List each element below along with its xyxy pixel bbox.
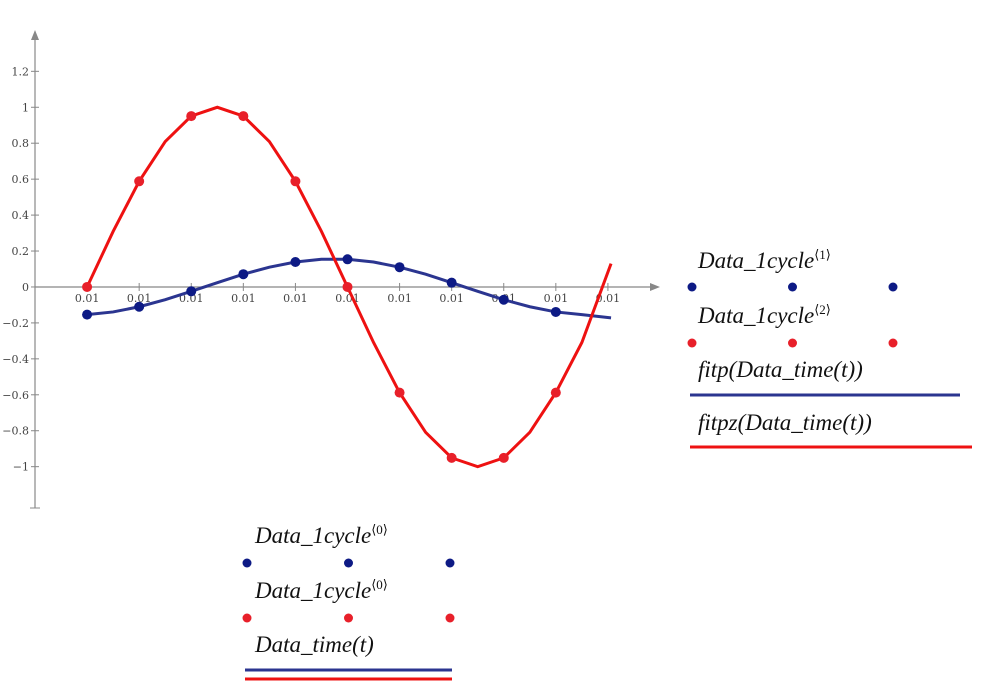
data-point <box>82 309 93 320</box>
data-point <box>238 269 249 280</box>
legend-marker <box>344 613 353 623</box>
data-point <box>186 286 197 297</box>
x-tick-label: 0.01 <box>283 292 308 305</box>
data-point <box>82 281 93 292</box>
y-tick-label: −0.4 <box>2 353 29 366</box>
data-point <box>186 111 197 122</box>
legend-marker <box>445 558 455 568</box>
x-legend-label: Data_time(t) <box>254 632 374 657</box>
x-tick-label: 0.01 <box>387 292 412 305</box>
x-legend-label-index: ⟨0⟩ <box>371 522 388 537</box>
data-point <box>394 262 405 273</box>
legend-marker <box>445 613 455 623</box>
legend-label-text: fitpz(Data_time(t)) <box>698 410 872 435</box>
legend-label-index: ⟨2⟩ <box>814 302 831 317</box>
x-tick-label: 0.01 <box>439 292 464 305</box>
legend-marker <box>687 338 697 348</box>
legend-label: Data_1cycle⟨2⟩ <box>697 302 831 328</box>
legend-label-text: Data_1cycle <box>697 248 814 273</box>
data-point <box>446 277 457 288</box>
legend-marker <box>788 282 797 292</box>
x-legend-label-text: Data_1cycle <box>254 523 371 548</box>
data-point <box>394 387 405 398</box>
data-point <box>550 306 561 317</box>
data-point <box>134 301 145 312</box>
y-tick-label: 0.2 <box>12 245 30 258</box>
legend-label: fitp(Data_time(t)) <box>698 357 863 382</box>
data-point <box>498 294 509 305</box>
x-legend-label: Data_1cycle⟨0⟩ <box>254 577 388 603</box>
legend-label: fitpz(Data_time(t)) <box>698 410 872 435</box>
legend-marker <box>888 282 898 292</box>
y-tick-label: 0.6 <box>12 173 30 186</box>
x-legend-label-index: ⟨0⟩ <box>371 577 388 592</box>
data-point <box>342 281 353 292</box>
legend-marker <box>344 558 353 568</box>
x-tick-label: 0.01 <box>231 292 256 305</box>
y-tick-label: −0.2 <box>2 317 29 330</box>
y-tick-label: 0.4 <box>12 209 30 222</box>
data-point <box>290 176 301 187</box>
y-tick-label: 1.2 <box>12 65 30 78</box>
legend-label: Data_1cycle⟨1⟩ <box>697 247 831 273</box>
y-axis-arrow <box>31 30 39 40</box>
x-axis-arrow <box>650 282 660 291</box>
legend-marker <box>242 558 252 568</box>
y-tick-label: −1 <box>13 461 29 474</box>
legend-marker <box>242 613 252 623</box>
y-tick-label: 0 <box>22 281 29 294</box>
legend-marker <box>888 338 898 348</box>
x-tick-label: 0.01 <box>127 292 152 305</box>
x-legend-label-text: Data_time(t) <box>254 632 374 657</box>
data-point <box>550 387 561 398</box>
y-tick-label: 1 <box>22 101 29 114</box>
x-tick-label: 0.01 <box>179 292 204 305</box>
legend-marker <box>788 338 797 348</box>
legend-label-index: ⟨1⟩ <box>814 247 831 262</box>
data-point <box>498 452 509 463</box>
data-point <box>238 111 249 122</box>
x-legend-label: Data_1cycle⟨0⟩ <box>254 522 388 548</box>
data-point <box>134 176 145 187</box>
x-legend-label-text: Data_1cycle <box>254 578 371 603</box>
data-point <box>342 254 353 265</box>
y-tick-label: −0.8 <box>2 425 29 438</box>
y-tick-label: −0.6 <box>2 389 29 402</box>
y-tick-label: 0.8 <box>12 137 30 150</box>
legend-marker <box>687 282 697 292</box>
data-point <box>446 452 457 463</box>
data-point <box>290 256 301 267</box>
x-tick-label: 0.01 <box>544 292 569 305</box>
x-tick-label: 0.01 <box>596 292 621 305</box>
legend-label-text: Data_1cycle <box>697 303 814 328</box>
x-tick-label: 0.01 <box>75 292 100 305</box>
legend-label-text: fitp(Data_time(t)) <box>698 357 863 382</box>
